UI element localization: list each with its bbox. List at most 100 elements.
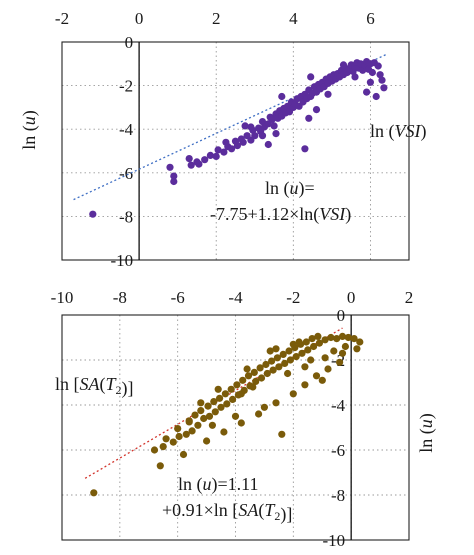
data-point <box>212 152 220 160</box>
data-point <box>210 398 218 406</box>
data-point <box>298 349 306 357</box>
regression-equation: ln (u)= <box>265 178 315 199</box>
data-point <box>284 369 292 378</box>
data-point <box>203 437 211 445</box>
x-tick-label: -6 <box>171 288 185 307</box>
data-point <box>194 421 202 429</box>
data-point <box>314 332 322 340</box>
data-point <box>327 333 335 342</box>
data-point <box>174 425 182 433</box>
data-point <box>200 414 208 423</box>
y-axis-label: ln (u) <box>416 413 437 453</box>
data-point <box>239 376 247 384</box>
data-point <box>217 403 225 411</box>
data-point <box>289 390 297 398</box>
data-point <box>272 345 280 353</box>
data-point <box>266 347 274 355</box>
data-point <box>344 333 352 342</box>
data-point <box>302 338 310 346</box>
x-tick-label: 0 <box>347 288 356 307</box>
data-point <box>233 142 241 150</box>
data-point <box>220 428 228 436</box>
x-tick-label: 2 <box>405 288 414 307</box>
x-axis-label: ln [SA(T2)] <box>55 374 134 399</box>
data-point <box>301 363 309 371</box>
data-point <box>281 359 289 367</box>
data-point <box>170 172 178 180</box>
data-point <box>205 412 214 420</box>
data-point <box>214 385 222 393</box>
data-point <box>227 385 235 393</box>
data-point <box>185 417 193 425</box>
data-point <box>307 73 315 81</box>
data-point <box>256 364 264 372</box>
data-point <box>216 394 224 402</box>
x-tick-label: -2 <box>286 288 300 307</box>
y-axis-label: ln (u) <box>19 110 40 150</box>
regression-equation: +0.91×ln [SA(T2)] <box>162 500 292 525</box>
data-point <box>308 335 316 343</box>
data-point <box>301 381 309 389</box>
data-point <box>201 156 209 164</box>
data-point <box>318 376 326 384</box>
data-point <box>211 408 219 416</box>
y-tick-label: -8 <box>119 207 133 226</box>
x-tick-label: -8 <box>113 288 127 307</box>
regression-equation: -7.75+1.12×ln(VSI) <box>210 204 351 225</box>
data-point <box>214 146 222 154</box>
data-point <box>179 450 188 459</box>
data-point <box>341 342 349 351</box>
data-point <box>249 383 257 391</box>
data-point <box>195 160 203 168</box>
data-point <box>338 332 347 340</box>
data-point <box>187 161 195 169</box>
x-tick-label: 2 <box>212 9 221 28</box>
data-point <box>374 62 382 70</box>
data-point <box>366 78 374 86</box>
y-tick-label: -2 <box>119 77 133 96</box>
x-tick-label: 4 <box>289 9 298 28</box>
y-tick-label: -6 <box>119 164 133 183</box>
data-point <box>353 345 361 353</box>
y-tick-label: -8 <box>331 486 345 505</box>
data-point <box>376 71 384 79</box>
x-tick-label: -10 <box>51 288 74 307</box>
data-point <box>162 435 170 443</box>
data-point <box>156 462 164 470</box>
data-point <box>250 368 258 376</box>
data-point <box>223 400 231 408</box>
data-point <box>166 163 174 171</box>
data-point <box>258 132 267 140</box>
data-point <box>258 118 267 126</box>
data-point <box>237 390 245 398</box>
data-point <box>368 68 376 77</box>
y-tick-label: -10 <box>322 531 345 550</box>
data-point <box>315 339 323 347</box>
fit-line <box>73 54 387 201</box>
data-point <box>272 399 280 407</box>
data-point <box>228 145 236 153</box>
data-point <box>336 358 344 366</box>
data-point <box>350 335 358 343</box>
data-point <box>255 410 263 418</box>
data-point <box>333 335 341 343</box>
data-point <box>220 148 228 156</box>
data-point <box>359 66 367 74</box>
data-point <box>289 340 297 348</box>
data-point <box>278 92 286 101</box>
data-point <box>89 210 97 218</box>
data-point <box>268 357 276 365</box>
x-tick-label: 6 <box>366 9 375 28</box>
data-point <box>204 402 212 410</box>
data-point <box>295 338 303 346</box>
x-tick-label: -2 <box>55 9 69 28</box>
data-point <box>312 106 321 114</box>
data-point <box>185 155 193 163</box>
data-point <box>263 369 271 378</box>
data-point <box>264 140 272 149</box>
data-point <box>351 73 359 81</box>
data-point <box>285 347 293 355</box>
data-point <box>222 138 230 146</box>
data-point <box>278 430 286 438</box>
